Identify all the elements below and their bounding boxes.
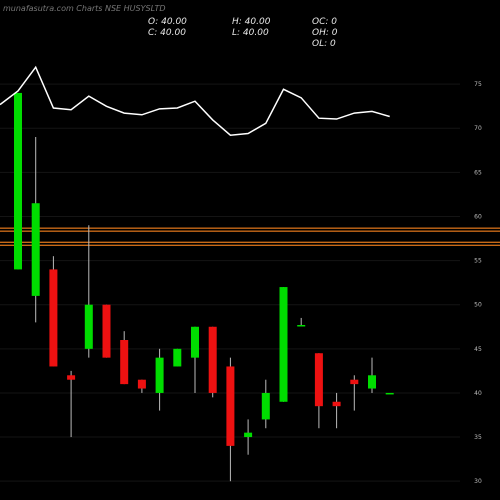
y-tick-label: 75 bbox=[474, 81, 482, 88]
close-value: C: 40.00 bbox=[148, 28, 186, 38]
candle-body bbox=[67, 375, 76, 380]
candle-body bbox=[226, 366, 235, 446]
overlay-line-layer bbox=[0, 65, 390, 136]
low-value: L: 40.00 bbox=[232, 28, 269, 38]
candle-body bbox=[350, 379, 359, 385]
candle-body bbox=[314, 353, 323, 407]
oh-value: OH: 0 bbox=[312, 28, 338, 38]
high-value: H: 40.00 bbox=[232, 17, 271, 27]
candle-body bbox=[244, 432, 253, 438]
candle-body bbox=[14, 92, 22, 270]
levels-layer bbox=[0, 227, 500, 246]
ol-value: OL: 0 bbox=[312, 39, 336, 49]
candles-layer bbox=[14, 92, 394, 482]
candle-body bbox=[261, 392, 270, 420]
y-tick-label: 70 bbox=[474, 125, 482, 132]
open-value: O: 40.00 bbox=[148, 17, 187, 27]
candle-body bbox=[102, 304, 111, 358]
candle-body bbox=[49, 269, 58, 367]
y-tick-label: 60 bbox=[474, 213, 482, 220]
candle-body bbox=[173, 348, 182, 367]
candle-body bbox=[279, 287, 288, 402]
candle-body bbox=[191, 326, 199, 358]
candle-body bbox=[332, 401, 341, 407]
candle-body bbox=[385, 392, 394, 395]
candle-body bbox=[137, 379, 146, 389]
y-tick-label: 35 bbox=[474, 434, 482, 441]
y-tick-label: 40 bbox=[474, 390, 482, 397]
overlay-line bbox=[0, 65, 390, 136]
candle-body bbox=[120, 340, 129, 385]
y-axis-ticks: 30 35 40 45 50 55 60 65 70 75 bbox=[474, 81, 482, 485]
candle-body bbox=[297, 325, 306, 327]
oc-value: OC: 0 bbox=[312, 17, 337, 27]
y-tick-label: 55 bbox=[474, 258, 482, 265]
y-tick-label: 30 bbox=[474, 478, 482, 485]
candle-body bbox=[31, 203, 40, 296]
y-tick-label: 45 bbox=[474, 346, 482, 353]
source-label: munafasutra.com Charts NSE HUSYSLTD bbox=[3, 4, 166, 13]
y-tick-label: 65 bbox=[474, 169, 482, 176]
candle-body bbox=[368, 375, 376, 389]
candle-body bbox=[155, 357, 164, 393]
candle-body bbox=[84, 304, 93, 349]
y-tick-label: 50 bbox=[474, 302, 482, 309]
candle-body bbox=[208, 326, 217, 393]
